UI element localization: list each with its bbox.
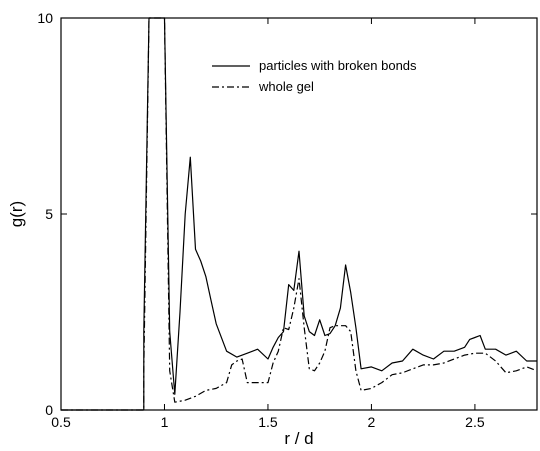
- axis-ticks: 0.5 1 1.5 2 2.5 0 5 10: [37, 10, 537, 430]
- series-line-whole-gel: [61, 17, 538, 411]
- legend-label-whole-gel: whole gel: [258, 79, 314, 94]
- legend-label-broken-bonds: particles with broken bonds: [259, 58, 417, 73]
- x-tick-label: 1.5: [258, 414, 278, 430]
- x-tick-label: 0.5: [51, 414, 71, 430]
- y-tick-label: 0: [45, 402, 53, 418]
- x-tick-label: 1: [161, 414, 169, 430]
- legend: particles with broken bonds whole gel: [212, 58, 417, 94]
- x-tick-label: 2: [368, 414, 376, 430]
- x-axis-title: r / d: [284, 429, 313, 448]
- y-tick-label: 10: [37, 10, 53, 26]
- y-axis-title: g(r): [7, 201, 26, 227]
- x-tick-label: 2.5: [465, 414, 485, 430]
- series-line-broken-bonds: [61, 17, 537, 411]
- series-lines: [61, 17, 538, 411]
- y-tick-label: 5: [45, 206, 53, 222]
- plot-frame: [60, 17, 538, 411]
